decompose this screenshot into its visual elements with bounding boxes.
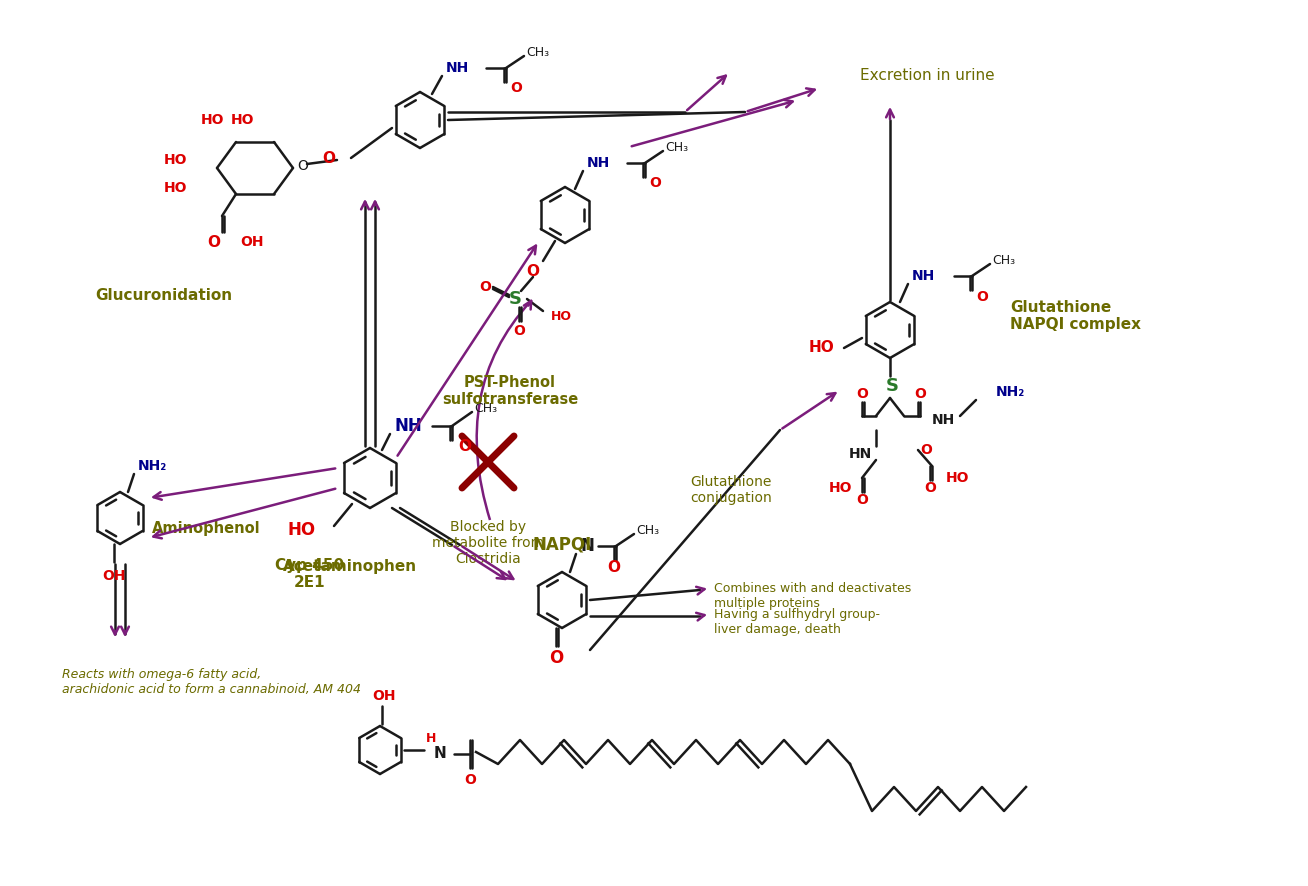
Text: O: O xyxy=(855,387,869,401)
Text: OH: OH xyxy=(239,235,263,249)
Text: NAPQI: NAPQI xyxy=(532,536,591,554)
Text: HO: HO xyxy=(288,521,317,539)
Text: HO: HO xyxy=(200,113,224,127)
Text: NH₂: NH₂ xyxy=(995,385,1025,399)
Text: HO: HO xyxy=(946,471,969,485)
Text: Combines with and deactivates
multiple proteins: Combines with and deactivates multiple p… xyxy=(714,582,912,610)
Text: HO: HO xyxy=(808,340,835,355)
Text: Aminophenol: Aminophenol xyxy=(152,520,260,535)
Text: HO: HO xyxy=(164,181,187,195)
Text: CH₃: CH₃ xyxy=(526,45,549,58)
Text: O: O xyxy=(510,81,522,95)
Text: Acetaminophen: Acetaminophen xyxy=(283,558,417,573)
Text: S: S xyxy=(886,377,899,395)
Text: O: O xyxy=(527,263,539,278)
Text: O: O xyxy=(920,443,931,457)
Text: NH: NH xyxy=(446,61,470,75)
Text: HO: HO xyxy=(232,113,255,127)
Text: O: O xyxy=(464,773,476,787)
Text: O: O xyxy=(458,439,471,454)
Text: H: H xyxy=(426,732,437,744)
Text: O: O xyxy=(323,151,335,166)
Text: O: O xyxy=(649,176,661,190)
Text: O: O xyxy=(976,290,988,304)
Text: OH: OH xyxy=(102,569,126,583)
Text: CH₃: CH₃ xyxy=(636,524,659,537)
Text: N: N xyxy=(434,747,447,761)
Text: Blocked by
metabolite from
Clostridia: Blocked by metabolite from Clostridia xyxy=(432,520,544,566)
Text: O: O xyxy=(607,561,620,576)
Text: NH: NH xyxy=(587,156,611,170)
Text: Cyp 450
2E1: Cyp 450 2E1 xyxy=(276,558,344,590)
Text: O: O xyxy=(549,649,564,667)
Text: CH₃: CH₃ xyxy=(991,253,1015,267)
Text: N: N xyxy=(579,537,594,555)
Text: O: O xyxy=(297,159,307,173)
Text: CH₃: CH₃ xyxy=(473,401,497,415)
Text: HO: HO xyxy=(164,153,187,167)
Text: HO: HO xyxy=(551,310,572,323)
Text: Glutathione
NAPQI complex: Glutathione NAPQI complex xyxy=(1010,300,1141,332)
Text: HN: HN xyxy=(849,447,872,461)
Text: O: O xyxy=(914,387,926,401)
Text: Glutathione
conjugation: Glutathione conjugation xyxy=(691,475,772,505)
Text: Glucuronidation: Glucuronidation xyxy=(95,287,232,302)
Text: NH: NH xyxy=(933,413,955,427)
Text: NH₂: NH₂ xyxy=(139,459,167,473)
Text: HO: HO xyxy=(828,481,852,495)
Text: NH: NH xyxy=(912,269,935,283)
Text: S: S xyxy=(509,290,522,308)
Text: O: O xyxy=(479,280,490,294)
Text: O: O xyxy=(513,324,525,338)
Text: PST-Phenol
sulfotransferase: PST-Phenol sulfotransferase xyxy=(442,375,578,408)
Text: Having a sulfhydryl group-
liver damage, death: Having a sulfhydryl group- liver damage,… xyxy=(714,608,880,636)
Text: NH: NH xyxy=(394,417,421,435)
Text: OH: OH xyxy=(373,689,396,703)
Text: O: O xyxy=(923,481,937,495)
Text: CH₃: CH₃ xyxy=(664,141,688,153)
Text: O: O xyxy=(208,235,221,250)
Text: O: O xyxy=(855,493,869,507)
Text: Excretion in urine: Excretion in urine xyxy=(859,67,994,82)
Text: Reacts with omega-6 fatty acid,
arachidonic acid to form a cannabinoid, AM 404: Reacts with omega-6 fatty acid, arachido… xyxy=(61,668,361,696)
